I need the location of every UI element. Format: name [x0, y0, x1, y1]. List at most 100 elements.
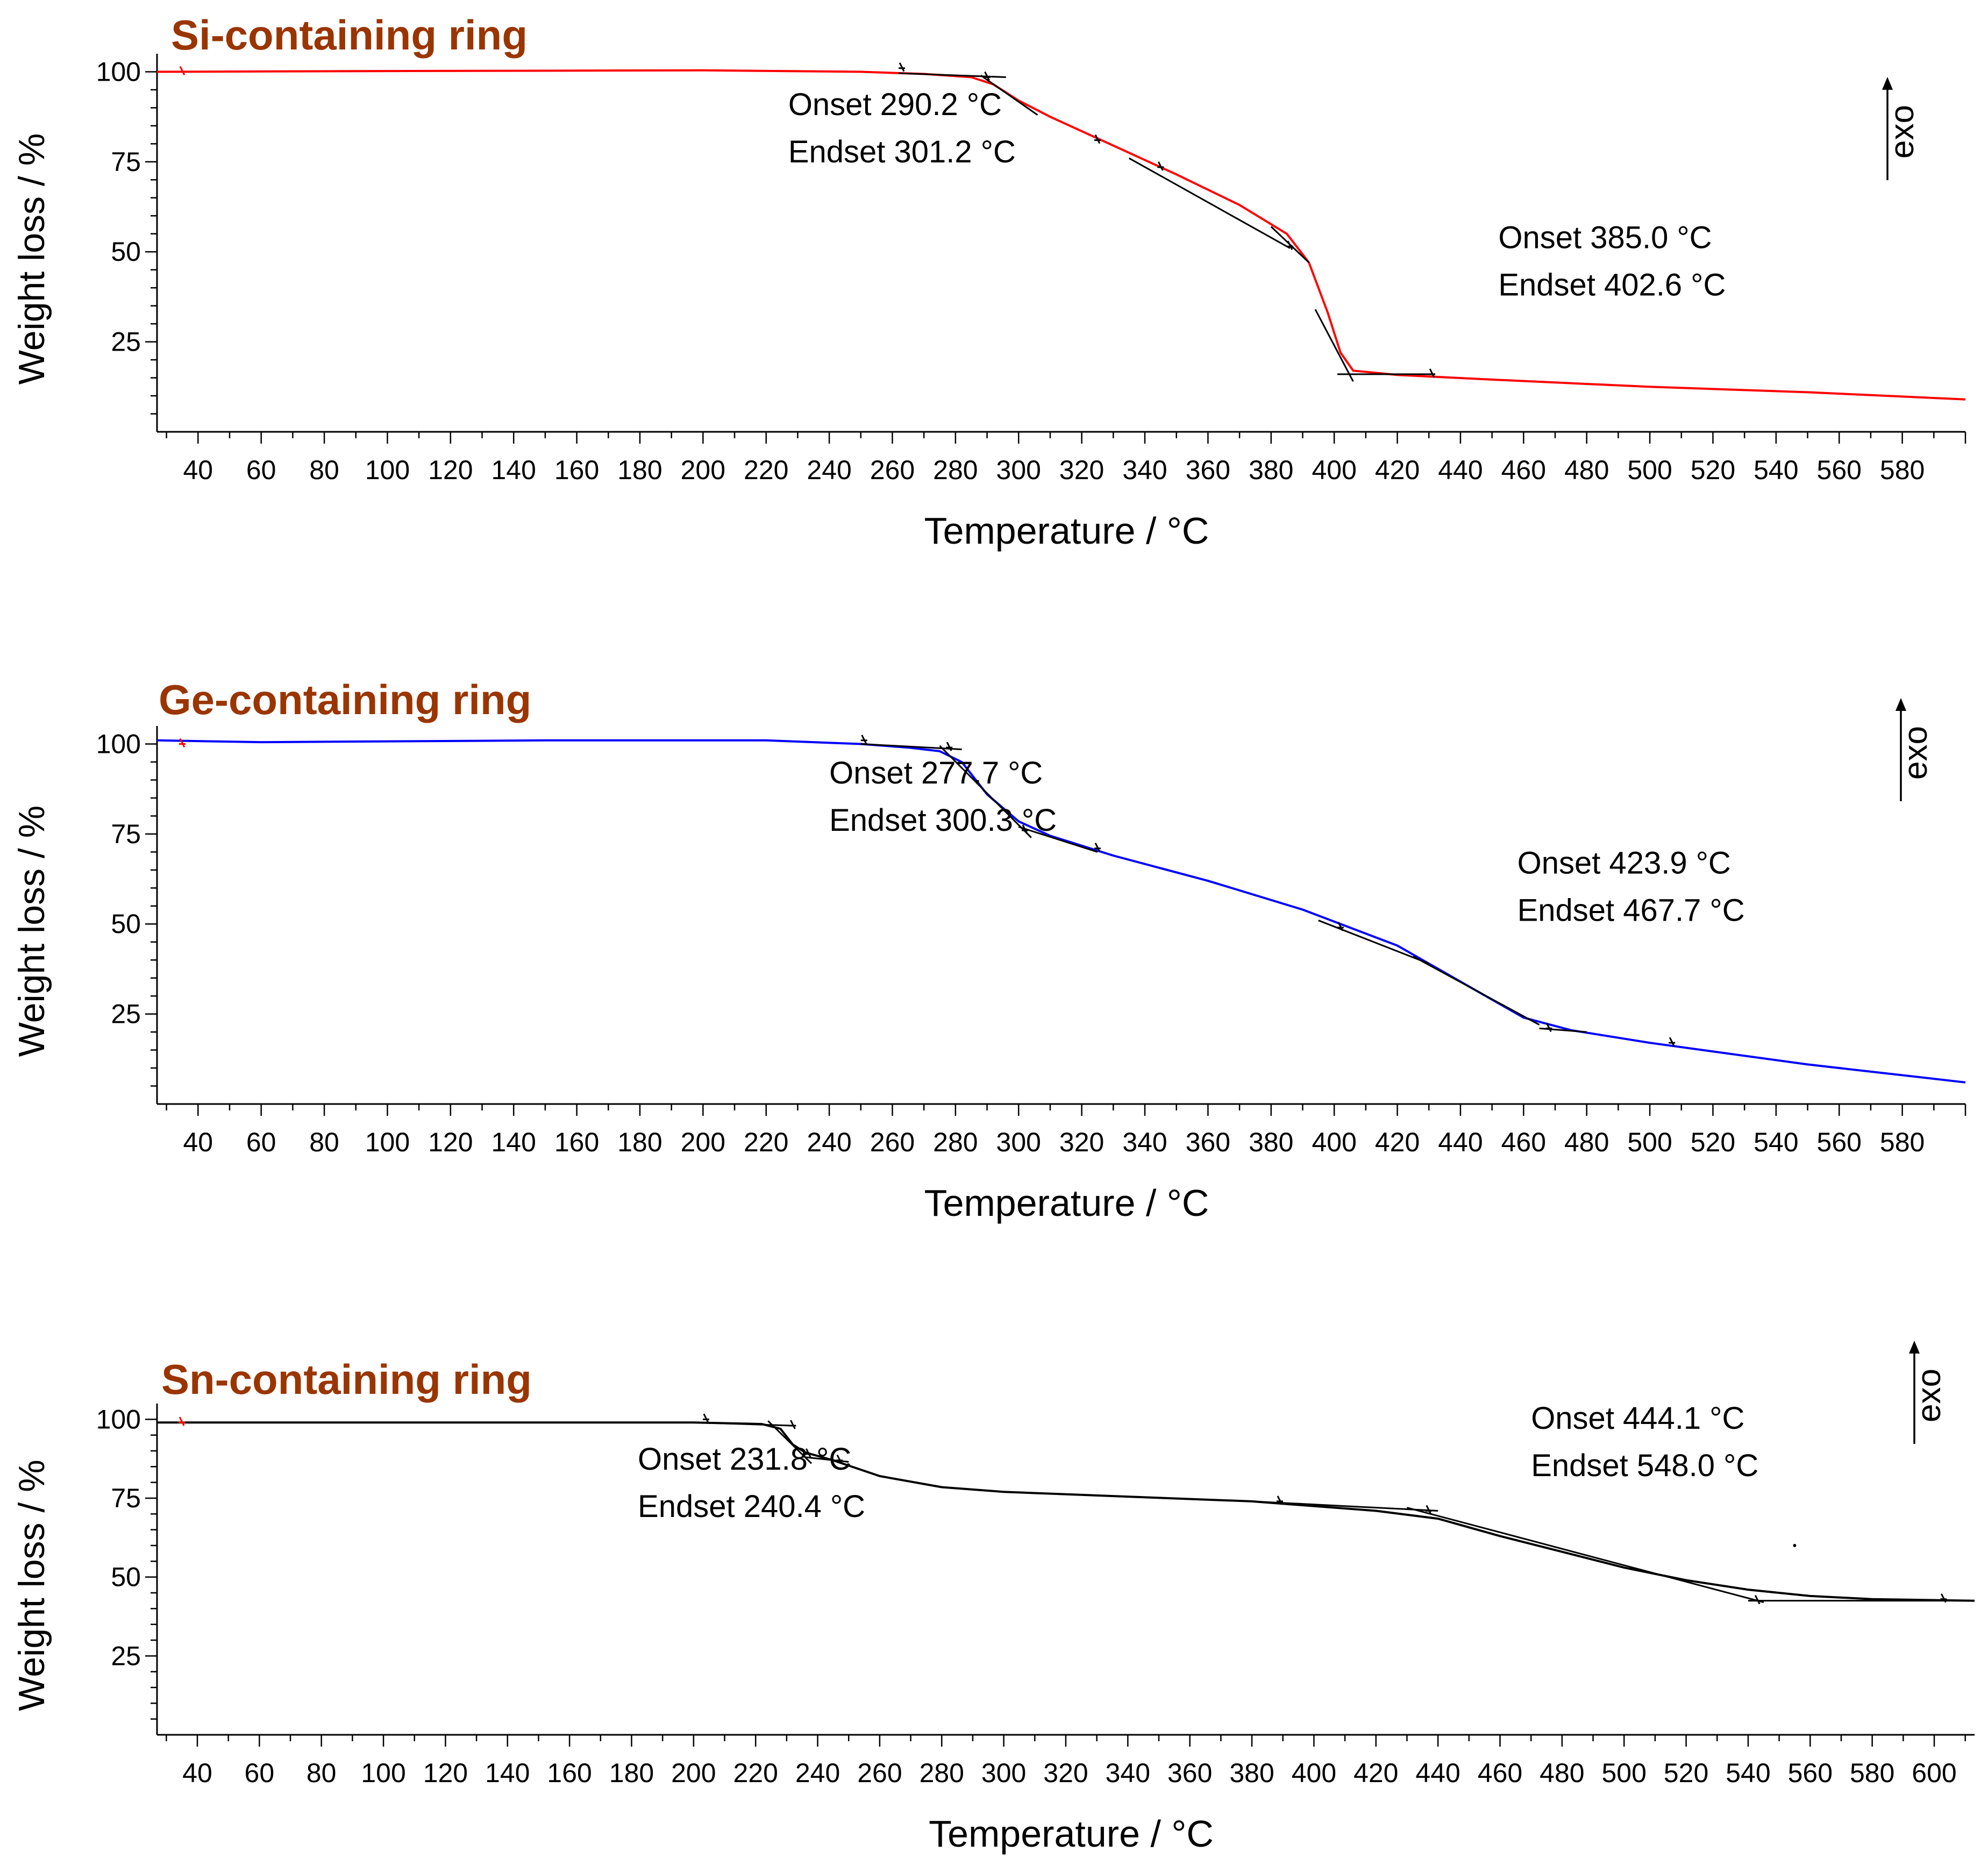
x-tick-label: 400 [1312, 1127, 1356, 1157]
x-tick-label: 420 [1375, 455, 1420, 485]
x-tick-label: 180 [617, 1127, 662, 1157]
y-tick-label: 25 [111, 1641, 141, 1671]
curve-marker [702, 1413, 709, 1423]
data-series-1 [156, 739, 1966, 1084]
x-tick-label: 380 [1249, 455, 1293, 485]
y-axis-title: Weight loss / % [11, 133, 52, 384]
y-tick-label: 100 [96, 1404, 141, 1434]
x-tick-label: 120 [423, 1758, 468, 1788]
y-tick-label: 50 [111, 237, 141, 267]
annotation-endset-1: Endset 301.2 °C [788, 134, 1016, 169]
curve-marker [946, 742, 953, 751]
x-tick-label: 260 [870, 1127, 915, 1157]
x-tick-label: 520 [1691, 455, 1735, 485]
x-tick-label: 600 [1912, 1758, 1956, 1788]
x-tick-label: 280 [920, 1758, 964, 1788]
annotation-onset-1: Onset 290.2 °C [788, 87, 1002, 122]
x-tick-label: 100 [365, 455, 410, 485]
tangent-line [1314, 309, 1354, 382]
x-tick-label: 40 [182, 1758, 212, 1788]
x-tick-label: 560 [1788, 1758, 1833, 1788]
y-tick-label: 25 [111, 999, 141, 1029]
x-tick-label: 560 [1817, 1127, 1862, 1157]
tangent-line [1018, 826, 1098, 853]
annotation-endset-1: Endset 300.3 °C [829, 803, 1057, 838]
x-tick-label: 460 [1478, 1758, 1522, 1788]
x-tick-label: 420 [1375, 1127, 1420, 1157]
x-tick-label: 200 [671, 1758, 716, 1788]
x-tick-label: 460 [1501, 455, 1546, 485]
x-tick-label: 260 [870, 455, 915, 485]
tangent-line [693, 1421, 793, 1427]
x-tick-label: 280 [933, 455, 978, 485]
x-tick-label: 560 [1817, 455, 1862, 485]
x-tick-label: 400 [1312, 455, 1356, 485]
chart-panel-3: Sn-containing ring 40 60 80 100 120 140 160 180 2… [11, 1341, 1975, 1855]
x-tick-label: 380 [1249, 1127, 1293, 1157]
x-tick-label: 440 [1438, 1127, 1483, 1157]
x-tick-label: 220 [733, 1758, 778, 1788]
y-tick-label: 25 [111, 327, 141, 357]
x-tick-label: 380 [1229, 1758, 1274, 1788]
chart-title: Ge-containing ring [159, 676, 531, 723]
x-tick-label: 60 [246, 1127, 276, 1157]
exo-label: exo [1897, 726, 1934, 780]
curve-marker [1425, 1505, 1432, 1515]
x-tick-label: 60 [246, 455, 276, 485]
curve-marker [179, 738, 186, 748]
x-tick-label: 360 [1186, 1127, 1230, 1157]
chart-title: Si-containing ring [171, 11, 528, 59]
x-tick-label: 320 [1059, 1127, 1104, 1157]
x-tick-label: 340 [1106, 1758, 1150, 1788]
exo-arrowhead-icon [1882, 77, 1893, 90]
chart-title: Sn-containing ring [161, 1356, 532, 1403]
x-tick-label: 180 [609, 1758, 654, 1788]
x-tick-label: 300 [981, 1758, 1026, 1788]
annotation-onset-2: Onset 423.9 °C [1517, 846, 1731, 881]
annotation-endset-2: Endset 548.0 °C [1531, 1448, 1758, 1483]
x-tick-label: 120 [428, 1127, 473, 1157]
annotation-onset-1: Onset 231.8 °C [638, 1442, 851, 1477]
x-tick-label: 240 [807, 1127, 851, 1157]
y-tick-label: 100 [96, 56, 141, 87]
y-tick-label: 75 [111, 147, 141, 177]
x-tick-label: 140 [491, 1127, 536, 1157]
tangent-line [1251, 1500, 1438, 1512]
curve-marker [789, 1420, 796, 1429]
stray-point [1793, 1544, 1797, 1547]
x-tick-label: 80 [309, 455, 339, 485]
curve-marker [1337, 922, 1344, 931]
x-tick-label: 360 [1186, 455, 1230, 485]
x-axis-title: Temperature / °C [924, 510, 1209, 552]
x-tick-label: 140 [485, 1758, 530, 1788]
curve-marker [1276, 1495, 1283, 1505]
exo-arrowhead-icon [1896, 698, 1906, 711]
x-tick-label: 80 [307, 1758, 337, 1788]
x-tick-label: 580 [1850, 1758, 1894, 1788]
x-tick-label: 280 [933, 1127, 978, 1157]
x-tick-label: 480 [1540, 1758, 1584, 1788]
x-tick-label: 120 [428, 455, 473, 485]
y-tick-label: 50 [111, 1562, 141, 1592]
x-tick-label: 440 [1415, 1758, 1460, 1788]
x-tick-label: 260 [857, 1758, 902, 1788]
x-tick-label: 480 [1564, 1127, 1609, 1157]
curve-marker [860, 735, 867, 744]
annotation-endset-2: Endset 402.6 °C [1498, 268, 1726, 303]
x-tick-label: 100 [365, 1127, 410, 1157]
curve-marker [1429, 368, 1436, 378]
x-tick-label: 300 [996, 1127, 1041, 1157]
curve-marker [1022, 824, 1029, 834]
x-tick-label: 40 [183, 1127, 213, 1157]
x-tick-label: 500 [1627, 1127, 1672, 1157]
curve-marker [1545, 1022, 1552, 1032]
x-tick-label: 340 [1122, 1127, 1167, 1157]
curve-marker [1094, 134, 1101, 144]
x-tick-label: 320 [1043, 1758, 1088, 1788]
x-tick-label: 500 [1627, 455, 1672, 485]
x-tick-label: 240 [795, 1758, 840, 1788]
x-tick-label: 540 [1754, 455, 1798, 485]
x-tick-label: 40 [183, 455, 213, 485]
data-series-1 [156, 69, 1966, 401]
tangent-line [1128, 157, 1291, 249]
